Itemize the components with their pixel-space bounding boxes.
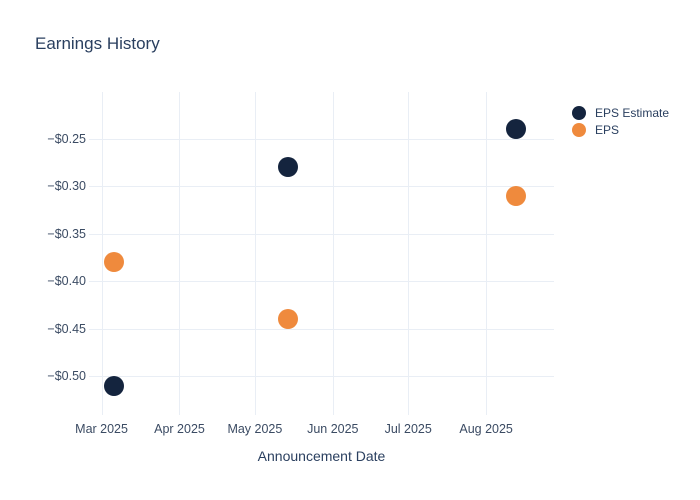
- eps-estimate-point[interactable]: [104, 375, 125, 396]
- x-gridline: [179, 92, 181, 415]
- x-tick-label: Mar 2025: [75, 422, 128, 436]
- x-gridline: [332, 92, 334, 415]
- y-gridline: [89, 281, 554, 283]
- y-tick-label: −$0.25: [47, 131, 86, 146]
- eps-point[interactable]: [506, 185, 527, 206]
- y-gridline: [89, 186, 554, 188]
- legend-label: EPS: [595, 122, 620, 137]
- y-tick-label: −$0.40: [47, 274, 86, 289]
- x-gridline: [486, 92, 488, 415]
- x-tick-label: Aug 2025: [459, 422, 513, 436]
- eps-estimate-point[interactable]: [506, 119, 527, 140]
- y-tick-label: −$0.50: [47, 369, 86, 384]
- y-tick-label: −$0.35: [47, 226, 86, 241]
- y-gridline: [89, 376, 554, 378]
- legend-marker-icon: [572, 122, 586, 137]
- legend: EPS Estimate EPS: [572, 104, 669, 138]
- chart-title: Earnings History: [35, 34, 160, 53]
- x-gridline: [408, 92, 410, 415]
- legend-item-eps[interactable]: EPS: [572, 121, 669, 138]
- legend-label: EPS Estimate: [595, 105, 670, 120]
- x-axis-title: Announcement Date: [257, 448, 386, 464]
- x-gridline: [254, 92, 256, 415]
- x-tick-label: Jul 2025: [384, 422, 432, 436]
- y-tick-label: −$0.30: [47, 179, 86, 194]
- x-tick-label: May 2025: [227, 422, 283, 436]
- eps-point[interactable]: [277, 309, 298, 330]
- legend-marker-icon: [572, 105, 586, 120]
- x-tick-label: Apr 2025: [154, 422, 205, 436]
- eps-point[interactable]: [104, 252, 125, 273]
- y-gridline: [89, 328, 554, 330]
- y-gridline: [89, 233, 554, 235]
- y-gridline: [89, 138, 554, 140]
- legend-item-eps-estimate[interactable]: EPS Estimate: [572, 104, 669, 121]
- y-tick-label: −$0.45: [47, 321, 86, 336]
- x-tick-label: Jun 2025: [307, 422, 359, 436]
- eps-estimate-point[interactable]: [277, 157, 298, 178]
- x-gridline: [101, 92, 103, 415]
